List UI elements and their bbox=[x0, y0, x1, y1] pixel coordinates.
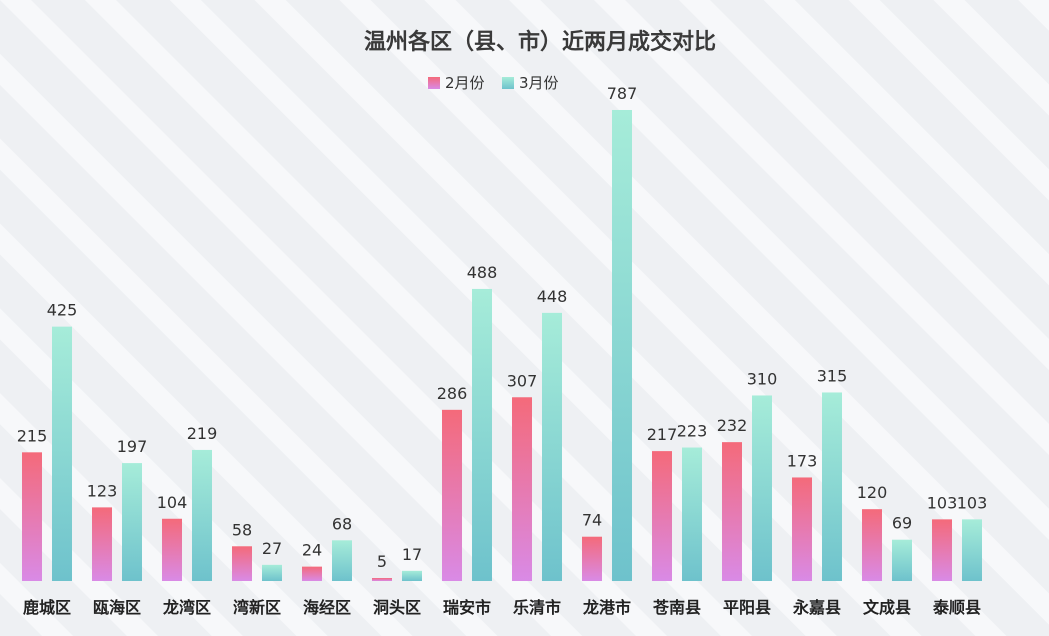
value-label-feb-1: 123 bbox=[87, 481, 118, 500]
category-label-4: 海经区 bbox=[303, 598, 351, 617]
category-label-1: 瓯海区 bbox=[93, 598, 141, 617]
bar-mar-13[interactable] bbox=[962, 519, 982, 581]
legend-item-mar[interactable]: 3月份 bbox=[502, 74, 559, 92]
bar-mar-11[interactable] bbox=[822, 392, 842, 581]
value-label-feb-2: 104 bbox=[157, 493, 188, 512]
bar-mar-8[interactable] bbox=[612, 109, 632, 581]
category-label-13: 泰顺县 bbox=[932, 598, 981, 617]
legend: 2月份 3月份 bbox=[428, 74, 559, 92]
value-label-mar-4: 68 bbox=[332, 514, 352, 533]
bar-feb-5[interactable] bbox=[372, 578, 392, 581]
value-label-mar-8: 787 bbox=[607, 84, 638, 103]
bar-mar-6[interactable] bbox=[472, 288, 492, 581]
category-label-11: 永嘉县 bbox=[792, 598, 841, 617]
value-label-mar-13: 103 bbox=[957, 493, 988, 512]
legend-swatch-mar bbox=[502, 77, 514, 89]
value-label-feb-8: 74 bbox=[582, 511, 602, 530]
value-label-mar-6: 488 bbox=[467, 263, 498, 282]
value-label-feb-10: 232 bbox=[717, 416, 748, 435]
category-label-5: 洞头区 bbox=[373, 598, 421, 617]
bar-mar-3[interactable] bbox=[262, 564, 282, 581]
bar-mar-0[interactable] bbox=[52, 326, 72, 581]
bar-mar-10[interactable] bbox=[752, 395, 772, 581]
bar-mar-7[interactable] bbox=[542, 312, 562, 581]
category-label-9: 苍南县 bbox=[652, 598, 701, 617]
bar-feb-0[interactable] bbox=[22, 452, 42, 581]
bar-feb-12[interactable] bbox=[862, 509, 882, 581]
value-label-feb-12: 120 bbox=[857, 483, 888, 502]
value-label-feb-9: 217 bbox=[647, 425, 678, 444]
value-label-feb-7: 307 bbox=[507, 371, 538, 390]
bar-mar-2[interactable] bbox=[192, 449, 212, 581]
category-label-12: 文成县 bbox=[863, 598, 911, 617]
value-labels-group: 215 425 123 197 104 219 58 27 24 68 5 17 286 488 307 44… bbox=[17, 84, 988, 571]
bar-mar-9[interactable] bbox=[682, 447, 702, 581]
value-label-mar-10: 310 bbox=[747, 369, 778, 388]
bar-feb-8[interactable] bbox=[582, 536, 602, 581]
bar-feb-6[interactable] bbox=[442, 409, 462, 581]
value-label-feb-0: 215 bbox=[17, 426, 48, 445]
category-label-10: 平阳县 bbox=[723, 598, 771, 617]
value-label-mar-3: 27 bbox=[262, 539, 282, 558]
value-label-feb-6: 286 bbox=[437, 384, 468, 403]
value-label-feb-13: 103 bbox=[927, 493, 958, 512]
value-label-mar-0: 425 bbox=[47, 301, 78, 320]
bars-group bbox=[22, 109, 982, 581]
value-label-mar-5: 17 bbox=[402, 545, 422, 564]
bar-feb-3[interactable] bbox=[232, 546, 252, 581]
value-label-feb-3: 58 bbox=[232, 520, 252, 539]
bar-feb-13[interactable] bbox=[932, 519, 952, 581]
value-label-mar-9: 223 bbox=[677, 422, 708, 441]
value-label-feb-11: 173 bbox=[787, 451, 818, 470]
bar-mar-4[interactable] bbox=[332, 540, 352, 581]
chart-title: 温州各区（县、市）近两月成交对比 bbox=[364, 29, 716, 55]
value-label-feb-4: 24 bbox=[302, 541, 322, 560]
category-label-3: 湾新区 bbox=[233, 598, 281, 617]
legend-label-feb: 2月份 bbox=[445, 74, 485, 92]
value-label-mar-11: 315 bbox=[817, 366, 848, 385]
legend-label-mar: 3月份 bbox=[519, 74, 559, 92]
category-label-7: 乐清市 bbox=[513, 598, 561, 617]
bar-feb-7[interactable] bbox=[512, 397, 532, 581]
value-label-mar-1: 197 bbox=[117, 437, 148, 456]
value-label-feb-5: 5 bbox=[377, 552, 387, 571]
legend-item-feb[interactable]: 2月份 bbox=[428, 74, 485, 92]
category-label-6: 瑞安市 bbox=[443, 598, 491, 617]
bar-mar-5[interactable] bbox=[402, 570, 422, 581]
bar-feb-1[interactable] bbox=[92, 507, 112, 581]
bar-feb-10[interactable] bbox=[722, 442, 742, 581]
bar-feb-4[interactable] bbox=[302, 566, 322, 581]
bar-mar-1[interactable] bbox=[122, 463, 142, 581]
category-label-2: 龙湾区 bbox=[162, 598, 211, 617]
category-label-0: 鹿城区 bbox=[23, 598, 71, 617]
bar-feb-2[interactable] bbox=[162, 518, 182, 581]
bar-feb-11[interactable] bbox=[792, 477, 812, 581]
category-labels-group: 鹿城区 瓯海区 龙湾区 湾新区 海经区 洞头区 瑞安市 乐清市 龙港市 苍南县 平阳县 永嘉县 文成县 泰… bbox=[23, 598, 981, 617]
bar-mar-12[interactable] bbox=[892, 539, 912, 581]
bar-feb-9[interactable] bbox=[652, 451, 672, 581]
value-label-mar-12: 69 bbox=[892, 514, 912, 533]
value-label-mar-7: 448 bbox=[537, 287, 568, 306]
value-label-mar-2: 219 bbox=[187, 424, 218, 443]
category-label-8: 龙港市 bbox=[582, 598, 631, 617]
legend-swatch-feb bbox=[428, 77, 440, 89]
